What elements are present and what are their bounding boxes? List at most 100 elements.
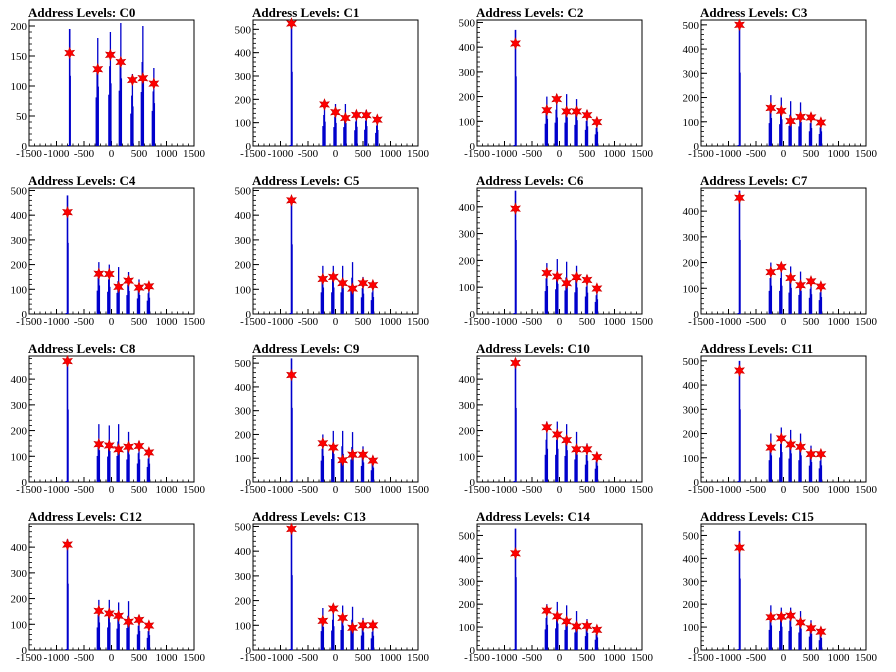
y-tick-label: 400 [683, 44, 700, 56]
chart-panel-14: Address Levels: C14 0 100 200 300 400 500 -1500… [448, 504, 672, 672]
peak-marker [571, 443, 583, 456]
chart-panel-7: Address Levels: C7 0 100 200 300 400 -1500 -100… [672, 168, 896, 336]
peak-marker [317, 272, 329, 286]
peak-marker [347, 448, 359, 461]
y-tick-label: 100 [235, 118, 252, 130]
x-tick-label: 0 [557, 652, 563, 664]
peak-marker [775, 260, 787, 274]
peak-marker [327, 441, 339, 454]
peak-marker [143, 619, 155, 632]
peak-marker [571, 620, 583, 633]
peak-marker [92, 62, 104, 76]
peak-marker [133, 613, 145, 627]
y-tick-label: 300 [235, 406, 252, 418]
x-tick-label: 1500 [407, 484, 430, 496]
chart-panel-6: Address Levels: C6 0 100 200 300 400 -1500 -100… [448, 168, 672, 336]
x-tick-label: 1500 [407, 148, 430, 160]
y-tick-label: 0 [470, 477, 476, 489]
peak-marker [367, 618, 379, 632]
x-tick-label: 1000 [156, 316, 179, 328]
x-tick-label: 0 [109, 148, 115, 160]
peak-marker [561, 105, 573, 118]
chart-title: Address Levels: C15 [700, 509, 814, 524]
y-tick-label: 400 [459, 42, 476, 54]
peak-marker [510, 37, 521, 50]
y-tick-label: 400 [11, 374, 28, 386]
x-tick-label: -1500 [240, 316, 266, 328]
y-tick-label: 100 [459, 622, 476, 634]
y-tick-label: 300 [683, 68, 700, 80]
y-tick-label: 200 [683, 429, 700, 441]
peak-marker [775, 610, 787, 624]
chart-title: Address Levels: C12 [28, 509, 142, 524]
x-tick-label: -1500 [240, 148, 266, 160]
peak-marker [795, 616, 807, 629]
y-tick-label: 0 [470, 645, 476, 657]
peak-marker [795, 278, 807, 292]
peak-marker [143, 280, 155, 293]
chart-svg: 0 100 200 300 400 500 -1500 -1000 -500 0 500 1000 15… [683, 355, 878, 496]
peak-marker [62, 205, 73, 219]
peak-marker [330, 105, 341, 119]
peak-marker [123, 440, 135, 454]
x-tick-label: 0 [333, 484, 339, 496]
peak-marker [103, 607, 115, 620]
y-tick-label: 400 [459, 374, 476, 386]
y-tick-label: 200 [11, 594, 28, 606]
plot-frame [28, 355, 195, 483]
x-tick-label: -1000 [44, 484, 70, 496]
peak-marker [123, 615, 135, 629]
x-tick-label: -1500 [688, 652, 714, 664]
x-tick-label: -1500 [688, 484, 714, 496]
y-tick-label: 100 [235, 284, 252, 296]
plot-frame [28, 523, 195, 651]
x-tick-label: 500 [131, 652, 148, 664]
x-tick-label: 1500 [631, 148, 654, 160]
plot-frame [700, 187, 867, 315]
x-tick-label: 1000 [828, 316, 851, 328]
y-tick-label: 150 [11, 51, 28, 63]
y-tick-label: 400 [11, 542, 28, 554]
chart-title: Address Levels: C9 [252, 341, 360, 356]
peak-marker [765, 101, 777, 115]
chart-title: Address Levels: C10 [476, 341, 590, 356]
peak-marker [805, 275, 817, 288]
y-tick-label: 400 [459, 202, 476, 214]
y-tick-label: 0 [22, 477, 28, 489]
y-tick-label: 200 [235, 94, 252, 106]
y-tick-label: 100 [459, 116, 476, 128]
x-tick-label: 1000 [828, 484, 851, 496]
peak-marker [561, 615, 573, 628]
peak-marker [591, 115, 603, 129]
y-tick-label: 200 [683, 599, 700, 611]
peak-marker [785, 609, 797, 622]
y-tick-label: 0 [470, 141, 476, 153]
y-tick-label: 400 [459, 553, 476, 565]
peak-marker [591, 623, 603, 637]
x-tick-label: 500 [579, 652, 596, 664]
x-tick-label: 500 [355, 652, 372, 664]
peak-marker [775, 432, 787, 445]
y-tick-label: 300 [459, 400, 476, 412]
x-tick-label: -1500 [464, 652, 490, 664]
peak-marker [785, 438, 797, 451]
x-tick-label: -1500 [16, 316, 42, 328]
y-tick-label: 200 [11, 260, 28, 272]
y-tick-label: 300 [11, 400, 28, 412]
x-tick-label: 1000 [604, 316, 627, 328]
y-tick-label: 300 [235, 571, 252, 583]
peak-marker [347, 282, 359, 295]
peak-marker [113, 609, 125, 623]
y-tick-label: 200 [11, 21, 28, 33]
chart-svg: 0 100 200 300 400 -1500 -1000 -500 0 500 1000 1500 [11, 354, 206, 496]
y-tick-label: 500 [459, 530, 476, 542]
x-tick-label: -1500 [16, 484, 42, 496]
x-tick-label: 1000 [604, 148, 627, 160]
peak-marker [551, 428, 563, 441]
x-tick-label: 0 [109, 652, 115, 664]
peak-marker [815, 280, 827, 293]
peak-marker [805, 111, 817, 124]
peak-marker [815, 116, 827, 129]
peak-marker [541, 266, 553, 280]
